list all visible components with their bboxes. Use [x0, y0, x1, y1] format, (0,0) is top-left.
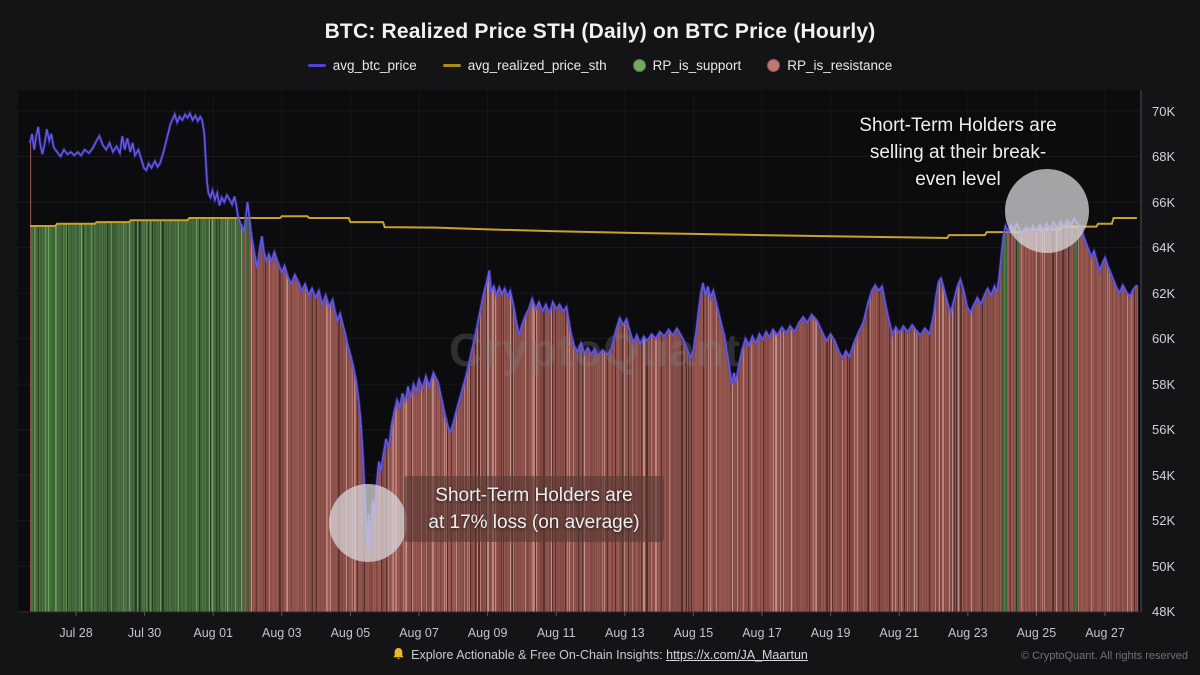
- y-axis-label: 52K: [1152, 513, 1175, 528]
- x-axis-label: Aug 09: [468, 626, 508, 640]
- y-axis-label: 60K: [1152, 331, 1175, 346]
- legend-line-swatch: [307, 64, 326, 67]
- legend-label: RP_is_support: [652, 58, 742, 73]
- x-axis-label: Jul 28: [59, 626, 92, 640]
- legend-item-RP_is_resistance[interactable]: RP_is_resistance: [767, 58, 892, 73]
- annotation-break-even: Short-Term Holders are selling at their …: [859, 115, 1057, 190]
- x-axis-label: Aug 19: [811, 626, 851, 640]
- x-axis-label: Aug 27: [1085, 626, 1125, 640]
- x-axis-label: Aug 13: [605, 626, 645, 640]
- legend-line-swatch: [442, 64, 461, 67]
- y-axis-label: 54K: [1152, 468, 1175, 483]
- y-axis-label: 62K: [1152, 286, 1175, 301]
- x-axis-label: Aug 25: [1017, 626, 1057, 640]
- legend-item-RP_is_support[interactable]: RP_is_support: [632, 58, 742, 73]
- legend-circle-swatch: [767, 59, 781, 72]
- annotation-17-loss: Short-Term Holders are at 17% loss (on a…: [404, 476, 664, 542]
- y-axis-label: 58K: [1152, 377, 1175, 392]
- y-axis-label: 48K: [1152, 604, 1175, 619]
- y-axis-label: 68K: [1152, 149, 1175, 164]
- legend-item-avg_realized_price_sth[interactable]: avg_realized_price_sth: [442, 58, 607, 73]
- legend-label: RP_is_resistance: [787, 58, 893, 73]
- x-axis-label: Aug 01: [193, 626, 233, 640]
- x-axis-label: Aug 05: [331, 626, 371, 640]
- footer-link[interactable]: https://x.com/JA_Maartun: [666, 648, 808, 662]
- legend-item-avg_btc_price[interactable]: avg_btc_price: [307, 58, 417, 73]
- footer-text: Explore Actionable & Free On-Chain Insig…: [411, 648, 667, 662]
- x-axis-label: Aug 03: [262, 626, 302, 640]
- x-axis-label: Aug 17: [742, 626, 782, 640]
- y-axis-label: 64K: [1152, 240, 1175, 255]
- y-axis-label: 66K: [1152, 195, 1175, 210]
- page-title: BTC: Realized Price STH (Daily) on BTC P…: [324, 20, 876, 43]
- x-axis-label: Aug 07: [399, 626, 439, 640]
- chart-legend: avg_btc_price avg_realized_price_sth RP_is…: [0, 58, 1200, 73]
- x-axis-label: Aug 15: [674, 626, 714, 640]
- x-axis-label: Aug 21: [879, 626, 919, 640]
- legend-label: avg_btc_price: [332, 58, 417, 73]
- y-axis-label: 70K: [1152, 104, 1175, 119]
- copyright: © CryptoQuant. All rights reserved: [1020, 650, 1188, 662]
- x-axis-label: Aug 23: [948, 626, 988, 640]
- y-axis-label: 50K: [1152, 559, 1175, 574]
- highlight-circle-break-even: [1005, 169, 1089, 253]
- legend-circle-swatch: [632, 59, 646, 72]
- legend-label: avg_realized_price_sth: [467, 58, 607, 73]
- bell-icon: [393, 648, 404, 660]
- footer: Explore Actionable & Free On-Chain Insig…: [0, 647, 1200, 662]
- highlight-circle-17-loss: [329, 484, 407, 562]
- x-axis-label: Jul 30: [128, 626, 161, 640]
- y-axis-label: 56K: [1152, 422, 1175, 437]
- x-axis-label: Aug 11: [537, 626, 576, 640]
